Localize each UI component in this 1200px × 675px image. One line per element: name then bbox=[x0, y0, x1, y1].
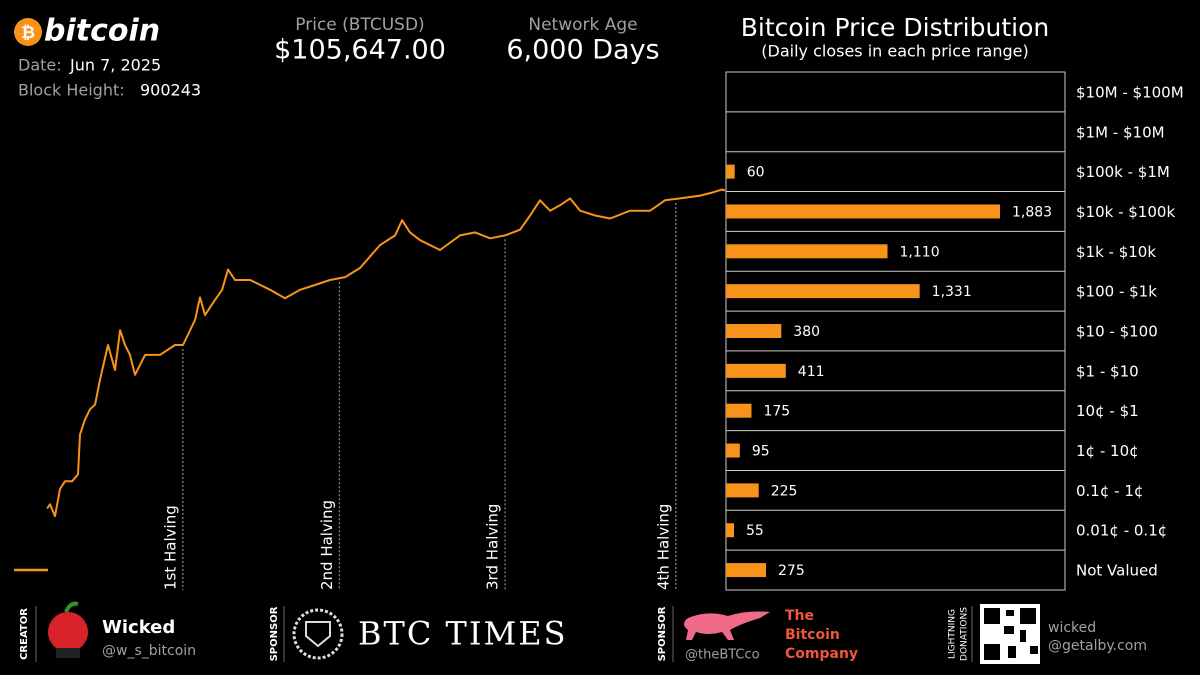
bar bbox=[726, 164, 735, 179]
sponsor2-logo bbox=[684, 611, 770, 640]
donate-domain: @getalby.com bbox=[1048, 638, 1147, 654]
category-label: $10M - $100M bbox=[1076, 83, 1184, 101]
donate-user: wicked bbox=[1048, 620, 1096, 636]
bar bbox=[726, 284, 920, 299]
bar bbox=[726, 403, 752, 418]
value-label: 380 bbox=[793, 324, 820, 340]
btctimes-shield bbox=[305, 621, 331, 648]
sponsor2-name: The bbox=[785, 608, 814, 624]
category-label: $1M - $10M bbox=[1076, 123, 1165, 141]
creator-handle: @w_s_bitcoin bbox=[102, 643, 196, 659]
chart-title: Bitcoin Price Distribution bbox=[741, 13, 1049, 42]
price-line bbox=[46, 188, 726, 518]
value-label: 275 bbox=[778, 563, 805, 579]
block-label: Block Height: bbox=[18, 81, 125, 100]
category-label: $100k - $1M bbox=[1076, 163, 1170, 181]
price: $105,647.00 bbox=[274, 35, 446, 66]
category-label: $1 - $10 bbox=[1076, 362, 1139, 380]
chart-subtitle: (Daily closes in each price range) bbox=[761, 42, 1028, 61]
value-label: 411 bbox=[798, 364, 825, 380]
creator-tag: CREATOR bbox=[19, 608, 30, 660]
sponsor2-name: Bitcoin bbox=[785, 627, 840, 643]
price-label: Price (BTCUSD) bbox=[295, 15, 424, 35]
value-label: 175 bbox=[763, 404, 790, 420]
bar bbox=[726, 244, 888, 259]
bar bbox=[726, 523, 735, 538]
value-label: 1,110 bbox=[900, 244, 940, 260]
sponsor2-name: Company bbox=[785, 646, 858, 662]
sponsor-tag: SPONSOR bbox=[269, 606, 280, 661]
halving-label: 1st Halving bbox=[161, 505, 179, 590]
sponsor-tag: SPONSOR bbox=[657, 606, 668, 661]
donate-tag: DONATIONS bbox=[960, 607, 970, 661]
date-label: Date: bbox=[18, 56, 62, 75]
value-label: 95 bbox=[752, 444, 770, 460]
category-label: 10¢ - $1 bbox=[1076, 402, 1139, 420]
category-label: $1k - $10k bbox=[1076, 243, 1156, 261]
avatar-leaf bbox=[64, 601, 79, 613]
date: Jun 7, 2025 bbox=[69, 56, 161, 75]
halving-label: 3rd Halving bbox=[484, 504, 502, 590]
sponsor2-handle: @theBTCco bbox=[685, 648, 760, 663]
sponsor1-name: BTC TIMES bbox=[358, 615, 568, 653]
bar bbox=[726, 563, 767, 578]
category-label: 0.01¢ - 0.1¢ bbox=[1076, 522, 1167, 540]
bar bbox=[726, 204, 1000, 219]
category-label: $100 - $1k bbox=[1076, 283, 1157, 301]
logo-icon bbox=[14, 18, 42, 46]
block-height: 900243 bbox=[140, 81, 201, 100]
value-label: 55 bbox=[746, 523, 764, 539]
logo-text: bitcoin bbox=[44, 14, 160, 49]
btctimes-logo bbox=[292, 608, 344, 660]
bar bbox=[726, 483, 759, 498]
creator-name: Wicked bbox=[102, 617, 175, 638]
avatar-body bbox=[56, 648, 80, 658]
value-label: 60 bbox=[747, 165, 765, 181]
value-label: 1,883 bbox=[1012, 204, 1052, 220]
bar bbox=[726, 443, 740, 458]
bar bbox=[726, 324, 782, 338]
value-label: 225 bbox=[771, 483, 798, 499]
category-label: $10 - $100 bbox=[1076, 323, 1158, 341]
bar bbox=[726, 363, 786, 378]
category-label: 1¢ - 10¢ bbox=[1076, 442, 1139, 460]
category-label: 0.1¢ - 1¢ bbox=[1076, 482, 1143, 500]
plot: 1st Halving 2nd Halving 3rd Halving 4th Hal… bbox=[46, 71, 1184, 591]
age-label: Network Age bbox=[528, 15, 637, 35]
value-label: 1,331 bbox=[932, 284, 972, 300]
category-label: Not Valued bbox=[1076, 562, 1158, 580]
creator-avatar bbox=[48, 612, 88, 652]
qr-pattern bbox=[984, 608, 1038, 660]
category-label: $10k - $100k bbox=[1076, 203, 1175, 221]
halving-label: 4th Halving bbox=[654, 504, 672, 590]
network-age: 6,000 Days bbox=[506, 35, 659, 66]
halving-label: 2nd Halving bbox=[318, 500, 336, 590]
logo-symbol: ₿ bbox=[21, 23, 35, 43]
donate-tag: LIGHTNING bbox=[948, 609, 958, 659]
